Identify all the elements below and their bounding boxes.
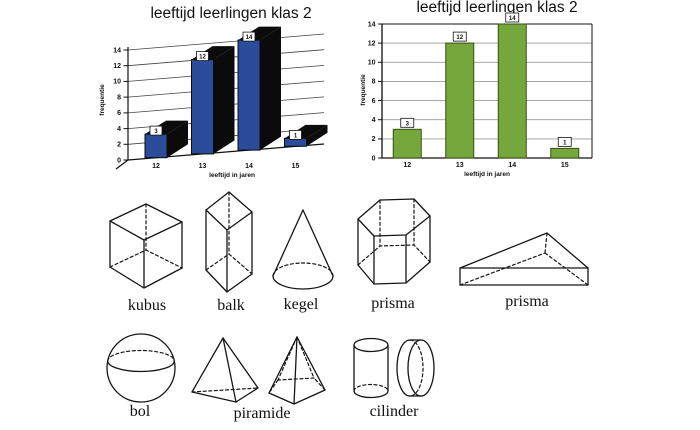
prism-hidden-edges	[459, 232, 589, 286]
y-tick-labels: 0 2 4 6 8 10 12 14	[368, 21, 376, 162]
bar-age-15: 1	[550, 136, 580, 159]
bar-value-label: 12	[456, 35, 463, 41]
x-tick-labels: 12 13 14 15	[152, 163, 299, 170]
svg-text:2: 2	[117, 142, 121, 149]
value-label-box	[400, 117, 415, 128]
bar-value-label: 1	[563, 141, 567, 147]
chart-title: leeftijd leerlingen klas 2	[416, 0, 577, 16]
value-label-box	[557, 136, 572, 147]
svg-text:15: 15	[292, 163, 300, 170]
triangular-pyramid	[191, 337, 259, 403]
cube-solid-edges	[109, 203, 183, 289]
upright-cylinder	[353, 337, 389, 399]
value-label-box	[452, 31, 467, 42]
svg-text:6: 6	[372, 98, 376, 105]
svg-text:14: 14	[245, 163, 253, 170]
sphere-equator-back	[107, 349, 175, 362]
sphere-drawing	[106, 333, 176, 403]
disc-cylinder	[396, 339, 435, 397]
shape-label-kubus: kubus	[127, 297, 167, 314]
svg-text:12: 12	[403, 162, 411, 169]
svg-text:15: 15	[561, 162, 569, 169]
svg-text:8: 8	[372, 79, 376, 86]
chart-3d-bar: leeftijd leerlingen klas 2 0 2	[99, 5, 328, 179]
y-tick-marks	[123, 49, 128, 161]
svg-text:10: 10	[113, 79, 121, 86]
shape-label-prisma-1: prisma	[371, 295, 415, 312]
svg-text:14: 14	[508, 162, 516, 169]
cone-solid-edges	[272, 209, 334, 290]
value-label-box	[505, 12, 520, 23]
svg-text:8: 8	[117, 94, 121, 101]
chart-title: leeftijd leerlingen klas 2	[150, 5, 311, 22]
bar-age-14: 14	[497, 12, 527, 159]
svg-text:12: 12	[152, 163, 160, 170]
box-drawing	[205, 191, 253, 293]
value-label-box	[196, 51, 209, 61]
shape-label-balk: balk	[217, 297, 245, 314]
svg-text:14: 14	[368, 21, 376, 28]
svg-text:2: 2	[372, 136, 376, 143]
x-axis-title: leeftijd in jaren	[209, 172, 255, 179]
bar-age-13: 12	[445, 31, 475, 159]
triangular-prism-drawing	[459, 232, 589, 286]
y-axis-title: frequentie	[99, 84, 106, 116]
pentagonal-pyramid	[268, 336, 326, 405]
bar-age-14: 14	[237, 26, 281, 151]
shape-label-prisma-2: prisma	[505, 293, 549, 310]
svg-text:13: 13	[199, 163, 207, 170]
svg-text:4: 4	[372, 117, 376, 124]
svg-text:0: 0	[372, 155, 376, 162]
shape-label-bol: bol	[129, 403, 151, 420]
prism-solid-edges	[459, 232, 589, 286]
bar-value-label: 1	[294, 134, 298, 140]
bar-value-label: 3	[154, 129, 158, 135]
svg-text:12: 12	[113, 63, 121, 70]
svg-text:12: 12	[368, 40, 376, 47]
value-label-box	[289, 129, 302, 140]
cone-drawing	[272, 209, 334, 290]
svg-text:0: 0	[117, 157, 121, 164]
sphere-equator-front	[107, 360, 175, 373]
svg-text:6: 6	[117, 110, 121, 117]
bar-age-12: 3	[144, 120, 188, 159]
y-tick-labels: 0 2 4 6 8 10 12 14	[113, 47, 121, 164]
hexagonal-prism-drawing	[357, 198, 431, 285]
shape-label-piramide: piramide	[233, 405, 291, 422]
cube-drawing	[109, 203, 183, 289]
value-label-box	[242, 31, 256, 42]
value-label-box	[149, 125, 163, 136]
bar-age-12: 3	[392, 117, 422, 159]
chart-2d-bar: leeftijd leerlingen klas 2 0 2 4	[360, 0, 593, 178]
shape-label-cilinder: cilinder	[369, 403, 419, 420]
prism-solid-edges	[357, 198, 431, 285]
box-hidden-edges	[205, 191, 253, 275]
cone-hidden-edge	[272, 262, 334, 277]
bar-value-label: 3	[406, 121, 410, 127]
bar-age-15: 1	[284, 124, 328, 147]
bar-age-13: 12	[191, 46, 235, 155]
cube-hidden-edges	[109, 203, 183, 269]
bar-value-label: 14	[509, 16, 516, 22]
pyramids-drawing	[191, 336, 326, 405]
x-tick-labels: 12 13 14 15	[403, 162, 568, 169]
svg-text:4: 4	[117, 126, 121, 133]
shape-label-kegel: kegel	[283, 296, 319, 313]
cylinders-drawing	[353, 337, 435, 399]
x-axis-title: leeftijd in jaren	[464, 171, 510, 178]
svg-text:10: 10	[368, 60, 376, 67]
svg-text:14: 14	[113, 47, 121, 54]
bar-value-label: 14	[246, 35, 253, 41]
box-solid-edges	[205, 191, 253, 293]
y-tick-marks	[378, 23, 382, 159]
prism-hidden-edges	[357, 198, 431, 266]
bar-value-label: 12	[199, 55, 206, 61]
y-axis-title: frequentie	[360, 74, 367, 106]
svg-text:13: 13	[456, 162, 464, 169]
sphere-outline	[106, 333, 176, 403]
